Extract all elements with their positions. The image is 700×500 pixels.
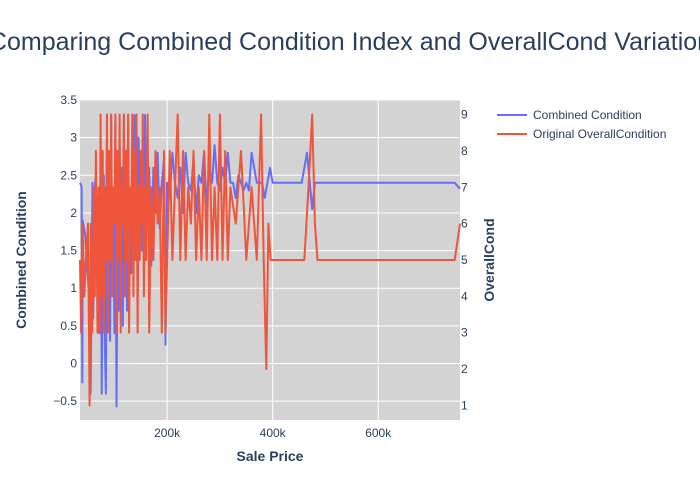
y2-tick-label: 5	[461, 253, 468, 267]
legend[interactable]: Combined Condition Original OverallCondit…	[497, 108, 666, 141]
y-tick-label: 3.5	[60, 93, 77, 107]
legend-item[interactable]: Original OverallCondition	[497, 127, 666, 141]
x-tick-label: 200k	[154, 426, 181, 440]
legend-label: Combined Condition	[533, 108, 642, 122]
y-axis-title: Combined Condition	[13, 191, 29, 329]
y2-tick-label: 1	[461, 398, 468, 412]
y2-tick-label: 8	[461, 144, 468, 158]
y-tick-label: 1	[70, 281, 77, 295]
y-tick-label: 2	[70, 206, 77, 220]
y2-tick-label: 3	[461, 326, 468, 340]
y2-tick-label: 4	[461, 289, 468, 303]
y-tick-label: 0.5	[60, 319, 77, 333]
y2-tick-label: 6	[461, 217, 468, 231]
y2-tick-label: 9	[461, 108, 468, 122]
series-lines	[79, 113, 461, 408]
legend-item[interactable]: Combined Condition	[497, 108, 642, 122]
y2-tick-label: 2	[461, 362, 468, 376]
x-tick-label: 600k	[365, 426, 392, 440]
y2-tick-label: 7	[461, 180, 468, 194]
chart-title: Comparing Combined Condition Index and O…	[0, 28, 700, 56]
y-tick-label: 2.5	[60, 168, 77, 182]
y2-axis-title: OverallCond	[481, 218, 497, 301]
x-tick-label: 400k	[260, 426, 287, 440]
x-axis-title: Sale Price	[237, 448, 304, 464]
y-tick-label: 1.5	[60, 244, 77, 258]
y-tick-label: −0.5	[53, 394, 77, 408]
overall-condition-line	[79, 113, 461, 407]
axis-ticks: 200k 400k 600k −0.5 0 0.5 1 1.5 2 2.5 3 3.5 1 2 3 4 5 6 7 8…	[53, 93, 468, 440]
y-tick-label: 0	[70, 357, 77, 371]
y-tick-label: 3	[70, 131, 77, 145]
legend-label: Original OverallCondition	[533, 127, 666, 141]
